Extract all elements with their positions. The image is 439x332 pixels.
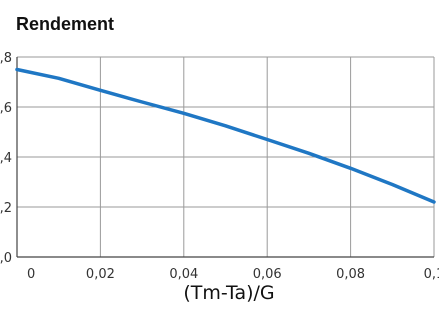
x-axis-label: (Tm-Ta)/G — [183, 282, 274, 304]
x-tick-label: 0,06 — [253, 267, 282, 282]
grid — [16, 56, 435, 258]
y-tick-label: 0,0 — [0, 251, 12, 266]
x-tick-label: 0,02 — [86, 267, 115, 282]
chart-title: Rendement — [16, 14, 114, 34]
x-tick-labels: 0 0,02 0,04 0,06 0,08 0,1 — [27, 267, 439, 282]
x-tick-label: 0 — [27, 267, 35, 282]
y-tick-label: 0,2 — [0, 201, 12, 216]
x-tick-label: 0,04 — [169, 267, 198, 282]
x-tick-label: 0,08 — [336, 267, 365, 282]
y-tick-label: 0,8 — [0, 51, 12, 66]
series-group — [15, 67, 436, 204]
axes — [16, 57, 434, 258]
y-tick-label: 0,4 — [0, 151, 12, 166]
x-tick-label: 0,1 — [424, 267, 439, 282]
y-tick-label: 0,6 — [0, 101, 12, 116]
series-line-0 — [15, 67, 436, 204]
y-tick-labels: 0,0 0,2 0,4 0,6 0,8 — [0, 51, 12, 266]
